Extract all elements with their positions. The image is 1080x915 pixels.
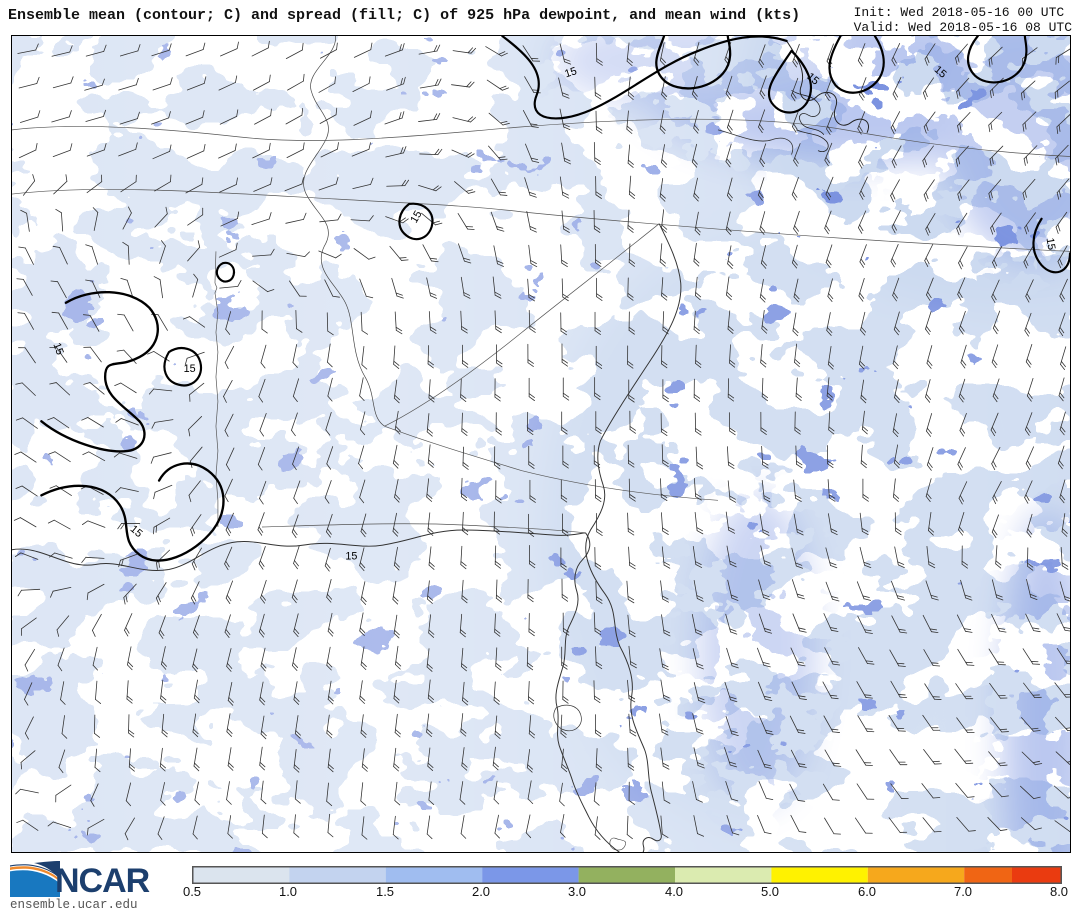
svg-text:15: 15 <box>184 363 196 375</box>
svg-text:15: 15 <box>345 551 357 563</box>
svg-text:15: 15 <box>1044 237 1058 251</box>
